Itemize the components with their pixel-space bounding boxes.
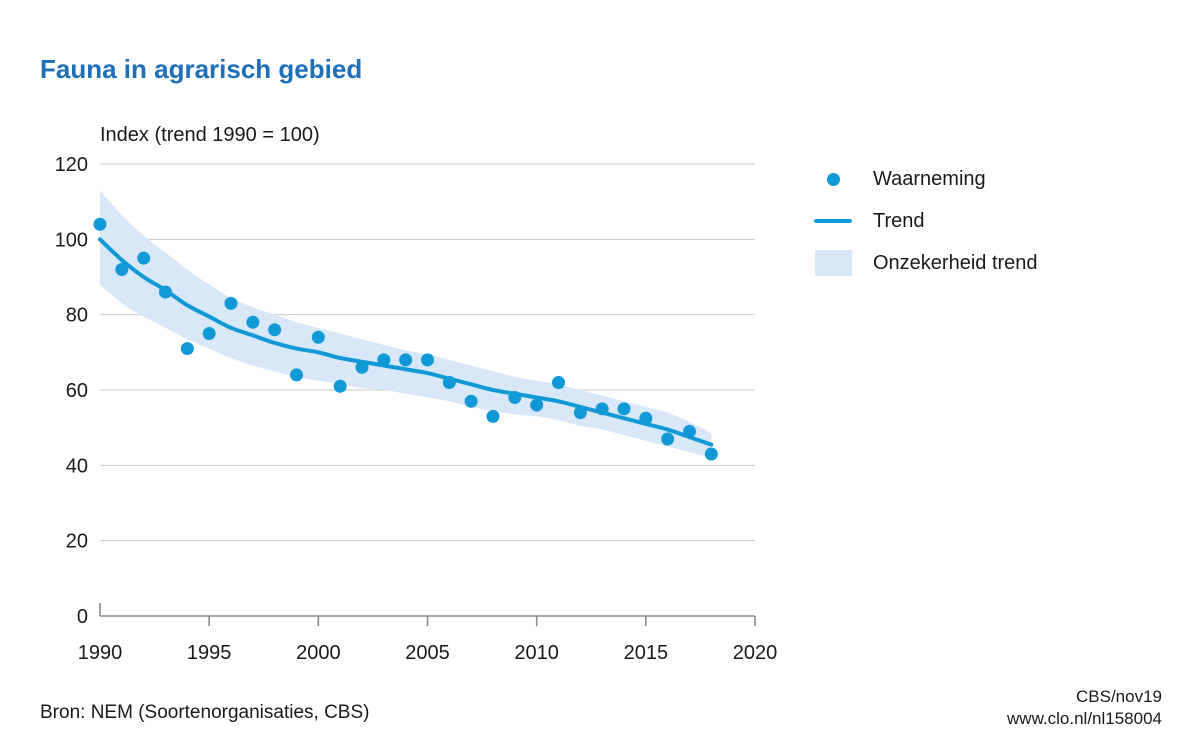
data-point <box>137 251 151 265</box>
legend-marker-box <box>814 172 852 186</box>
data-point <box>508 391 522 405</box>
y-tick-label: 0 <box>77 606 88 628</box>
x-tick-label: 2005 <box>405 642 450 664</box>
data-point <box>180 342 194 356</box>
data-point <box>268 323 282 337</box>
legend: Waarneming Trend Onzekerheid trend <box>814 158 1038 284</box>
legend-item-onzekerheid: Onzekerheid trend <box>814 242 1038 284</box>
data-point <box>202 327 216 340</box>
data-point <box>246 315 260 329</box>
data-point <box>552 375 565 389</box>
data-point <box>704 447 718 461</box>
gridlines <box>100 163 755 542</box>
data-point <box>355 360 369 374</box>
chart-title: Fauna in agrarisch gebied <box>40 54 363 84</box>
data-point <box>224 296 238 310</box>
data-point <box>290 368 303 382</box>
x-tick-label: 2010 <box>514 642 559 664</box>
y-tick-label: 120 <box>55 154 88 176</box>
data-point <box>399 353 413 367</box>
observation-dots <box>93 217 718 461</box>
data-point <box>333 379 347 393</box>
credits-block: CBS/nov19 www.clo.nl/nl158004 <box>1007 686 1162 730</box>
data-point <box>442 375 456 389</box>
legend-marker-box <box>814 219 852 223</box>
y-tick-labels: 0 20 40 60 80 100 120 <box>55 154 88 628</box>
legend-item-waarneming: Waarneming <box>814 158 1038 200</box>
x-tick-label: 2000 <box>296 642 341 664</box>
data-point <box>617 402 631 416</box>
data-point <box>377 353 391 367</box>
observation-dot-icon <box>826 172 840 186</box>
legend-label-waarneming: Waarneming <box>873 167 986 190</box>
y-tick-label: 100 <box>55 229 88 251</box>
legend-item-trend: Trend <box>814 200 1038 242</box>
y-tick-label: 20 <box>66 531 88 553</box>
data-point <box>595 402 609 416</box>
data-point <box>486 409 500 423</box>
x-tick-label: 1995 <box>187 642 232 664</box>
y-tick-label: 60 <box>66 380 88 402</box>
credit-text: CBS/nov19 <box>1076 687 1162 706</box>
y-axis-title: Index (trend 1990 = 100) <box>100 124 320 146</box>
x-tick-label: 2015 <box>624 642 669 664</box>
trend-line-icon <box>814 219 852 223</box>
data-point <box>93 217 107 231</box>
data-point <box>639 411 653 425</box>
data-point <box>464 394 478 408</box>
data-point <box>311 330 325 344</box>
source-text: Bron: NEM (Soortenorganisaties, CBS) <box>40 702 370 723</box>
y-tick-label: 40 <box>66 455 88 477</box>
x-axis <box>99 603 756 626</box>
x-tick-label: 1990 <box>78 642 123 664</box>
trend-line <box>98 237 714 447</box>
data-point <box>530 398 544 412</box>
chart-plot-area: 1990 1995 2000 2005 2010 2015 2020 0 20 40 60 80 100… <box>55 154 778 664</box>
data-point <box>573 406 587 420</box>
x-tick-labels: 1990 1995 2000 2005 2010 2015 2020 <box>78 642 778 664</box>
uncertainty-band <box>100 190 712 458</box>
data-point <box>421 353 434 367</box>
legend-label-onzekerheid: Onzekerheid trend <box>873 251 1038 274</box>
data-point <box>661 432 675 446</box>
data-point <box>115 262 129 276</box>
x-tick-label: 2020 <box>733 642 778 664</box>
legend-marker-box <box>814 250 852 276</box>
uncertainty-band-icon <box>814 250 852 276</box>
legend-label-trend: Trend <box>873 209 925 232</box>
data-point <box>159 285 172 299</box>
data-point <box>683 424 696 438</box>
credit-url: www.clo.nl/nl158004 <box>1007 709 1162 728</box>
y-tick-label: 80 <box>66 305 88 327</box>
